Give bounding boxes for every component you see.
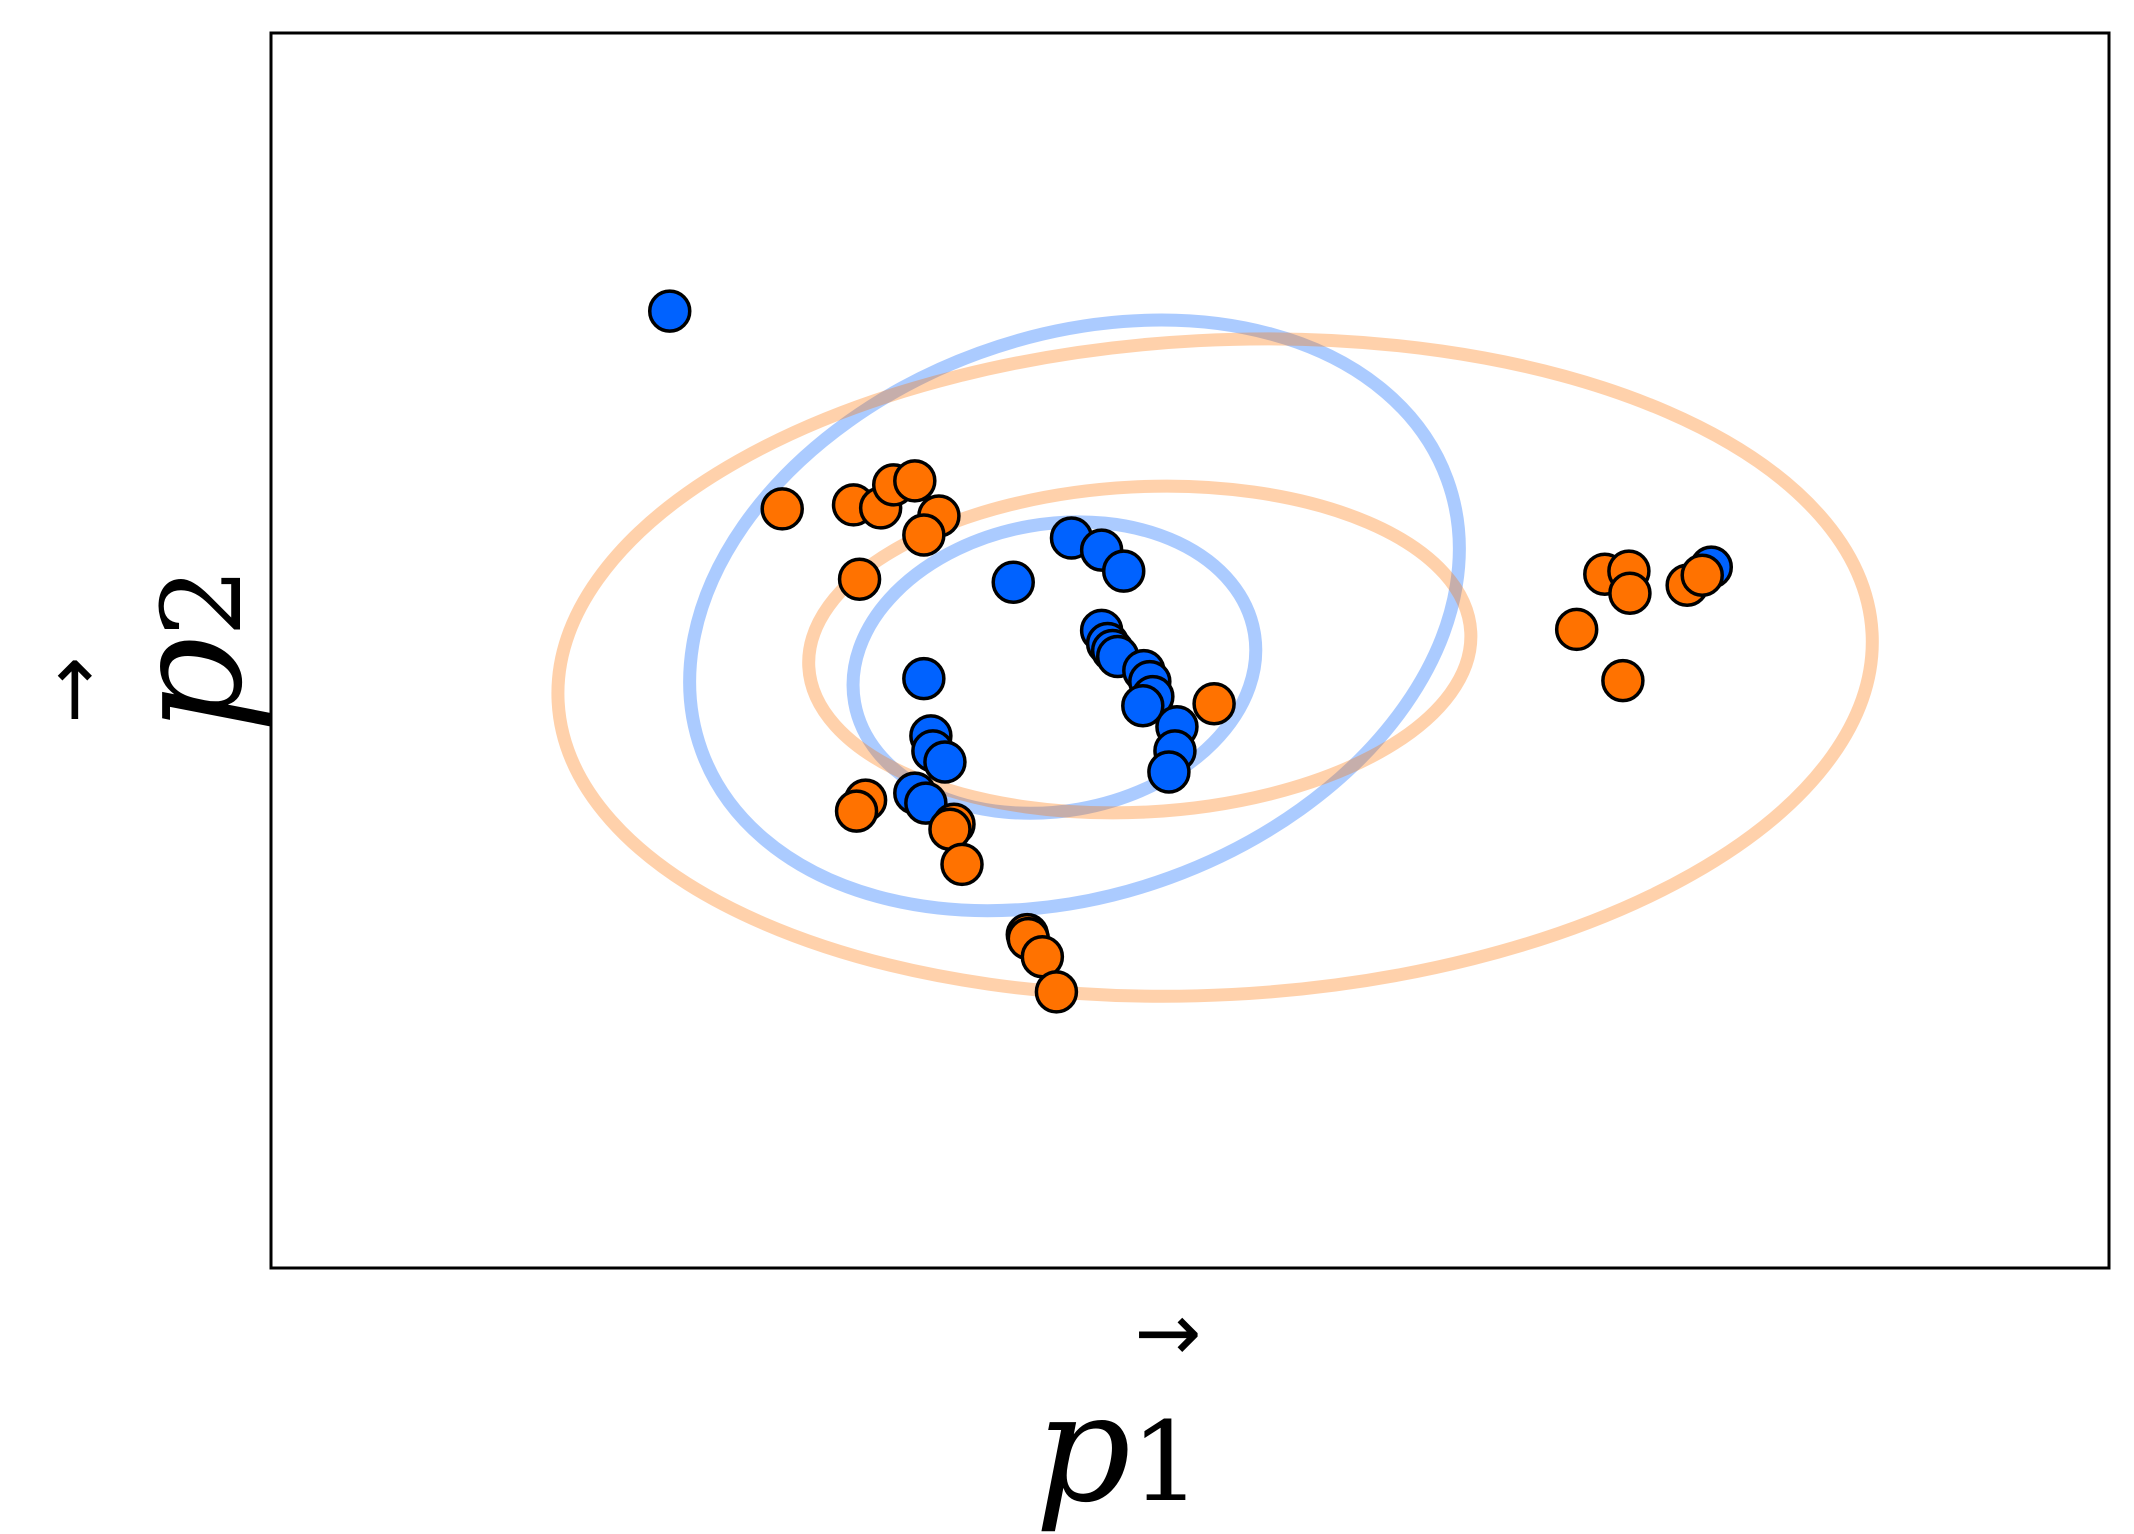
series-1-point-3 <box>902 656 946 701</box>
series-2-confidence-ellipse-1 <box>802 479 1478 820</box>
series-1-point-20 <box>923 740 967 784</box>
series-1-confidence-ellipse-2 <box>683 313 1466 918</box>
series-2-point-18 <box>1034 970 1079 1014</box>
series-2-point-8 <box>837 557 882 601</box>
x-axis-label: p1 <box>1035 1362 1201 1534</box>
series-2-point-21 <box>1608 571 1652 616</box>
x-axis-label-subscript: 1 <box>1131 1398 1201 1526</box>
series-2-point-1 <box>760 487 804 531</box>
series-1-point-1 <box>647 289 692 333</box>
plot-area-frame <box>269 31 2111 1270</box>
series-2-point-7 <box>902 513 946 557</box>
series-2-confidence-ellipse-2 <box>551 332 1879 1003</box>
x-axis-label-arrow: → <box>1134 1286 1201 1379</box>
series-2-point-14 <box>940 842 984 887</box>
ellipse-layer <box>551 313 1879 1003</box>
series-2-point-9 <box>1192 681 1236 726</box>
series-1-point-6 <box>1101 549 1146 593</box>
series-2-point-23 <box>1680 553 1724 597</box>
y-axis-label-arrow: → <box>26 656 119 723</box>
series-2-point-5 <box>893 459 937 503</box>
series-1-point-14 <box>1121 683 1165 728</box>
x-axis-label-base: p <box>1035 1362 1131 1534</box>
series-2-point-11 <box>834 789 879 833</box>
series-2-point-24 <box>1554 607 1599 652</box>
series-2-point-25 <box>1601 658 1645 703</box>
series-1-confidence-ellipse-1 <box>846 515 1263 820</box>
y-axis-label: p2 <box>102 567 276 733</box>
point-layer <box>647 289 1734 1014</box>
y-axis-label-base: p <box>102 637 276 733</box>
series-1-point-17 <box>1147 750 1191 794</box>
series-1-point-2 <box>991 560 1035 604</box>
y-axis-label-group: p2 → <box>26 567 276 733</box>
y-axis-label-subscript: 2 <box>138 567 266 637</box>
